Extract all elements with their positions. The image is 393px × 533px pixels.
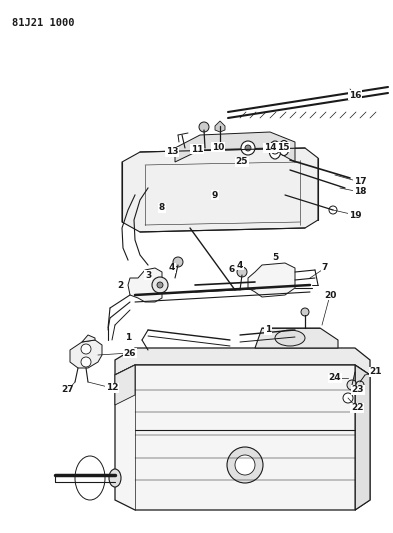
Polygon shape [248,263,295,297]
Circle shape [173,257,183,267]
Polygon shape [355,365,370,510]
Polygon shape [175,132,295,162]
Text: 1: 1 [265,326,271,335]
Text: 8: 8 [159,204,165,213]
Text: 14: 14 [264,143,276,152]
Text: 12: 12 [106,384,118,392]
Text: 7: 7 [322,263,328,272]
Text: 4: 4 [169,263,175,272]
Circle shape [241,141,255,155]
Text: 15: 15 [277,142,289,151]
Polygon shape [128,268,162,302]
Text: 10: 10 [212,142,224,151]
Text: 4: 4 [237,261,243,270]
Polygon shape [115,348,370,375]
Polygon shape [115,365,370,510]
Text: 21: 21 [370,367,382,376]
Circle shape [245,145,251,151]
Polygon shape [70,340,102,368]
Circle shape [301,308,309,316]
Polygon shape [215,121,225,132]
Polygon shape [82,335,95,342]
Circle shape [199,122,209,132]
Text: 1: 1 [125,333,131,342]
Circle shape [343,393,353,403]
Polygon shape [122,148,318,232]
Circle shape [157,282,163,288]
Text: 16: 16 [349,91,361,100]
Ellipse shape [269,141,281,159]
Text: 20: 20 [324,290,336,300]
Text: 17: 17 [354,177,366,187]
Text: 18: 18 [354,188,366,197]
Text: 19: 19 [349,211,361,220]
Text: 81J21 1000: 81J21 1000 [12,18,75,28]
Text: 9: 9 [212,190,218,199]
Circle shape [271,146,279,154]
Text: 22: 22 [351,403,363,413]
Text: 5: 5 [272,254,278,262]
Text: 26: 26 [124,349,136,358]
Circle shape [356,381,364,389]
Polygon shape [115,365,135,405]
Circle shape [235,455,255,475]
Text: 23: 23 [352,385,364,394]
Ellipse shape [275,330,305,346]
Text: 24: 24 [329,374,341,383]
Ellipse shape [109,469,121,487]
Circle shape [329,206,337,214]
Text: 6: 6 [229,265,235,274]
Circle shape [227,447,263,483]
Text: 27: 27 [62,385,74,394]
Text: 25: 25 [236,157,248,166]
Circle shape [152,277,168,293]
Circle shape [237,267,247,277]
Polygon shape [255,328,338,348]
Ellipse shape [279,141,289,156]
Text: 11: 11 [191,144,203,154]
Text: 3: 3 [145,271,151,279]
Circle shape [81,357,91,367]
Text: 13: 13 [166,148,178,157]
Text: 2: 2 [117,280,123,289]
Circle shape [81,344,91,354]
Circle shape [347,380,357,390]
